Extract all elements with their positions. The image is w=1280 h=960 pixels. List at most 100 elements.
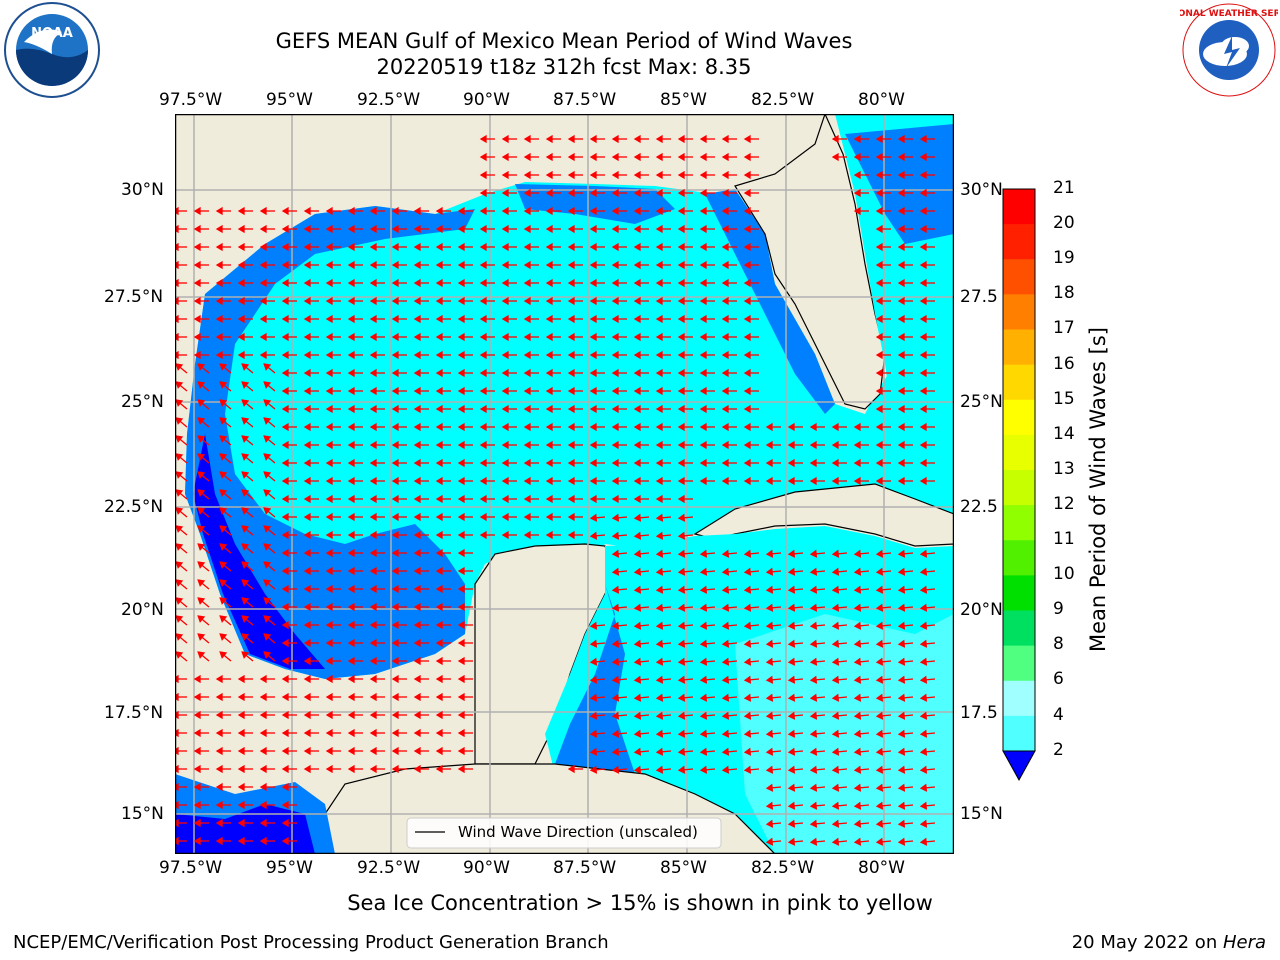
wind-arrow-head (919, 621, 928, 630)
wind-arrow-head (391, 512, 399, 522)
wind-arrow-head (197, 471, 206, 479)
wind-arrow-head (219, 435, 228, 443)
wind-arrow-head (699, 729, 708, 738)
wind-arrow-head (479, 530, 487, 540)
wind-arrow-head (303, 494, 311, 504)
colorbar-tick-label: 6 (1053, 669, 1064, 690)
wind-arrow-head (875, 675, 884, 684)
wind-arrow-head (589, 350, 597, 360)
wind-arrow-head (369, 728, 377, 738)
wind-arrow-head (435, 638, 443, 648)
wind-arrow-head (175, 507, 184, 515)
wind-arrow-head (523, 242, 531, 252)
wind-arrow-head (633, 368, 641, 378)
wind-arrow-head (721, 476, 729, 486)
wind-arrow-head (259, 764, 267, 774)
wind-arrow-head (633, 278, 641, 288)
wind-arrow-head (281, 494, 289, 504)
gulf-deep-band (193, 434, 325, 669)
wind-arrow-head (325, 278, 333, 288)
wind-arrow-head (611, 603, 620, 612)
wind-arrow-head (633, 314, 641, 324)
wind-arrow-head (523, 458, 531, 468)
wind-arrow-head (435, 350, 443, 360)
wind-arrow-head (347, 242, 355, 252)
wind-arrow-head (655, 188, 663, 198)
wind-arrow-head (197, 597, 206, 605)
wind-arrow-head (567, 350, 575, 360)
wind-arrow-head (743, 332, 751, 342)
wind-arrow-head (831, 621, 840, 630)
wind-arrow-head (567, 458, 575, 468)
wind-arrow-head (831, 657, 840, 666)
wind-arrow-head (765, 476, 773, 486)
wind-arrow-head (611, 567, 620, 576)
wind-arrow-head (787, 657, 796, 666)
wind-arrow-head (281, 746, 289, 756)
wind-arrow-head (633, 639, 642, 648)
wind-arrow-head (655, 242, 663, 252)
wind-arrow-head (259, 332, 267, 342)
wind-arrow-head (523, 350, 531, 360)
wind-arrow-head (175, 489, 184, 497)
wind-arrow-head (743, 657, 752, 666)
wind-arrow-head (259, 260, 267, 270)
lat-label-right: 27.5 (960, 287, 998, 307)
florida-land (734, 114, 886, 410)
wind-arrow-head (325, 602, 333, 612)
wind-arrow-head (523, 440, 531, 450)
wind-arrow-head (219, 363, 228, 371)
wind-arrow-head (457, 548, 465, 558)
wind-arrow-head (743, 242, 751, 252)
wind-arrow-head (391, 350, 399, 360)
wind-arrow-head (347, 368, 355, 378)
wind-arrow-head (655, 747, 664, 756)
wind-arrow-head (369, 692, 377, 702)
lat-label-left: 15°N (121, 804, 164, 824)
wind-arrow-head (831, 675, 840, 684)
sea-ice-note: Sea Ice Concentration > 15% is shown in … (347, 891, 933, 915)
colorbar-tick-label: 17 (1053, 318, 1075, 339)
wind-arrow-head (765, 603, 774, 612)
wind-arrow-head (193, 836, 201, 846)
wind-arrow-head (479, 476, 487, 486)
wind-arrow-head (197, 507, 206, 515)
wind-arrow-head (175, 363, 184, 371)
footer-machine: Hera (1222, 932, 1266, 953)
north-coastal-band (515, 184, 675, 224)
wind-arrow-head (263, 363, 272, 371)
colorbar-tick-label: 14 (1053, 423, 1075, 444)
wind-arrow-head (325, 746, 333, 756)
wind-arrow-head (347, 494, 355, 504)
wind-arrow-head (787, 765, 796, 774)
wind-arrow-head (545, 134, 553, 144)
wind-arrow-head (391, 674, 399, 684)
wind-arrow-head (831, 639, 840, 648)
wind-arrow-head (633, 531, 642, 540)
wind-arrow-head (589, 711, 598, 720)
wind-arrow-head (325, 422, 333, 432)
wind-arrow-head (413, 656, 421, 666)
chart-title: GEFS MEAN Gulf of Mexico Mean Period of … (275, 29, 853, 53)
wind-arrow-head (545, 206, 553, 216)
wind-arrow-head (241, 363, 250, 371)
wind-arrow-head (677, 765, 686, 774)
wind-arrow-head (281, 674, 289, 684)
wind-arrow-head (853, 693, 862, 702)
wind-arrow-head (809, 422, 817, 432)
wind-arrow-head (589, 386, 597, 396)
wind-arrow-head (215, 260, 223, 270)
wind-arrow-head (219, 489, 228, 497)
wind-arrow-head (347, 728, 355, 738)
colorbar-tick-label: 18 (1053, 283, 1075, 304)
wind-arrow-head (457, 566, 465, 576)
wind-arrow-head (611, 350, 619, 360)
wind-arrow-head (325, 404, 333, 414)
wind-arrow-head (241, 543, 250, 551)
wind-arrow-head (831, 585, 840, 594)
wind-arrow-head (919, 801, 928, 810)
wind-arrow-head (919, 386, 927, 396)
wind-arrow-head (677, 729, 686, 738)
wind-arrow-head (897, 585, 906, 594)
wind-arrow-head (219, 615, 228, 623)
